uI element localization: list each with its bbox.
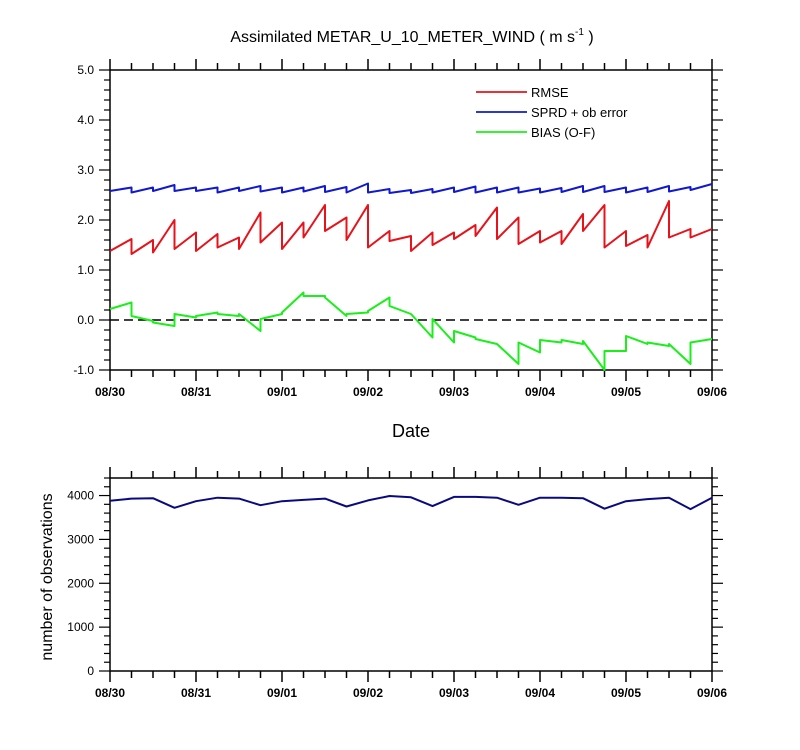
bottom-plot-frame (109, 477, 713, 672)
top-x-tick-labels: 08/30 08/31 09/01 09/02 09/03 09/04 09/05 09/06 (95, 385, 727, 399)
bottom-y-tick-labels: 0 1000 2000 3000 4000 (67, 489, 94, 678)
y-axis-label: number of observations (39, 493, 56, 660)
y-tick-label: 0 (87, 664, 94, 678)
y-tick-label: 1.0 (77, 263, 94, 277)
legend: RMSE SPRD + ob error BIAS (O-F) (476, 85, 628, 140)
x-tick-label: 09/01 (267, 686, 297, 700)
y-tick-label: 3000 (67, 532, 94, 546)
top-y-tick-labels: -1.0 0.0 1.0 2.0 3.0 4.0 5.0 (73, 63, 94, 377)
chart-title: Assimilated METAR_U_10_METER_WIND ( m s-… (230, 27, 593, 46)
x-tick-label: 09/05 (611, 385, 641, 399)
x-tick-label: 08/31 (181, 686, 211, 700)
rmse-series-line (109, 200, 713, 255)
x-tick-label: 09/01 (267, 385, 297, 399)
x-tick-label: 09/05 (611, 686, 641, 700)
y-tick-label: 2000 (67, 576, 94, 590)
y-tick-label: 4000 (67, 489, 94, 503)
y-tick-label: -1.0 (73, 363, 94, 377)
y-tick-label: 1000 (67, 620, 94, 634)
x-tick-label: 08/31 (181, 385, 211, 399)
y-tick-label: 0.0 (77, 313, 94, 327)
x-tick-label: 09/04 (525, 385, 555, 399)
y-tick-label: 2.0 (77, 213, 94, 227)
x-tick-label: 09/04 (525, 686, 555, 700)
sprd-ob-error-series-line (109, 182, 713, 194)
bottom-plot-series (109, 495, 713, 511)
legend-label: SPRD + ob error (531, 105, 628, 120)
top-plot-ticks (99, 59, 723, 381)
y-tick-label: 3.0 (77, 163, 94, 177)
x-tick-label: 09/03 (439, 385, 469, 399)
x-tick-label: 09/02 (353, 385, 383, 399)
bias-o-f-series-line (109, 291, 713, 371)
bottom-x-tick-labels: 08/30 08/31 09/01 09/02 09/03 09/04 09/05 09/06 (95, 686, 727, 700)
title-superscript: -1 (575, 27, 584, 38)
top-plot-series (109, 182, 713, 371)
x-tick-label: 09/02 (353, 686, 383, 700)
x-tick-label: 08/30 (95, 686, 125, 700)
x-tick-label: 08/30 (95, 385, 125, 399)
x-tick-label: 09/06 (697, 686, 727, 700)
y-tick-label: 5.0 (77, 63, 94, 77)
y-tick-label: 4.0 (77, 113, 94, 127)
x-axis-label: Date (392, 421, 430, 441)
observation-count-series-line (109, 495, 713, 511)
x-tick-label: 09/03 (439, 686, 469, 700)
x-tick-label: 09/06 (697, 385, 727, 399)
title-suffix: ) (584, 29, 594, 46)
legend-label: RMSE (531, 85, 569, 100)
legend-label: BIAS (O-F) (531, 125, 595, 140)
bottom-plot-ticks (99, 467, 723, 682)
